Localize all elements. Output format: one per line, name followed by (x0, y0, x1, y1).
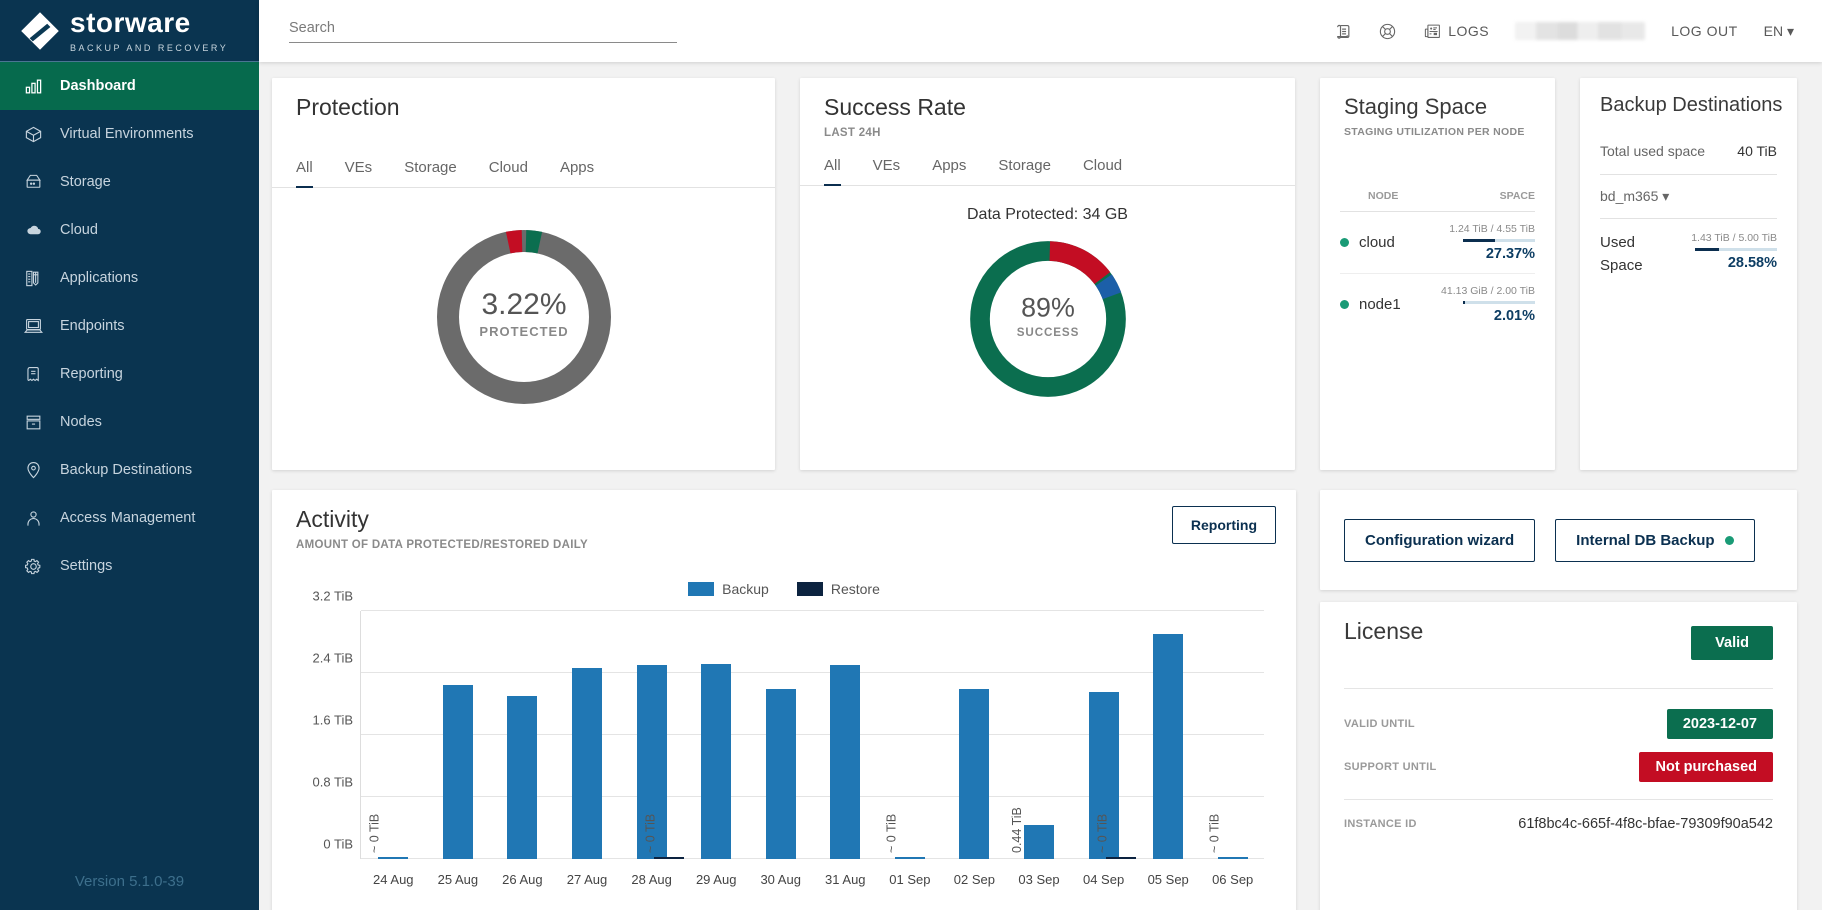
svg-text:PROTECTED: PROTECTED (479, 324, 568, 339)
svg-text:SUCCESS: SUCCESS (1016, 326, 1078, 339)
svg-text:3.22%: 3.22% (481, 288, 566, 321)
svg-text:89%: 89% (1021, 292, 1075, 322)
